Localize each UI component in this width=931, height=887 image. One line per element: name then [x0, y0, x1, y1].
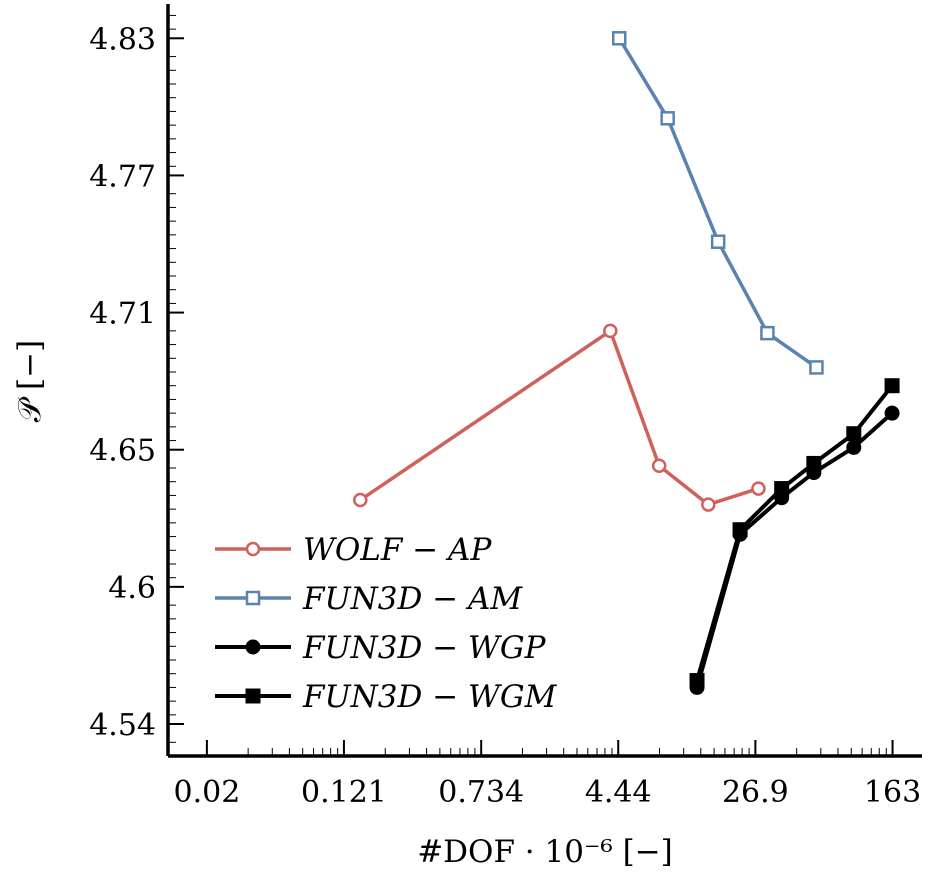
data-point	[611, 31, 627, 46]
data-point	[710, 234, 726, 249]
series-line	[695, 411, 894, 688]
series-line	[617, 37, 818, 369]
legend-label: FUN3D − WGM	[302, 679, 558, 715]
x-tick-label: 4.44	[585, 775, 652, 810]
data-point	[751, 481, 766, 496]
data-point	[884, 405, 900, 421]
data-point	[660, 111, 675, 126]
series-0	[353, 323, 766, 512]
x-tick-label: 0.734	[438, 775, 524, 810]
y-tick-label: 4.54	[89, 708, 156, 743]
x-tick-label: 163	[864, 775, 921, 810]
y-axis-title: 𝒫 [−]	[12, 340, 48, 422]
series-3	[689, 378, 900, 689]
data-point	[760, 325, 775, 341]
series-1	[611, 31, 824, 375]
legend-entry: FUN3D − WGM	[215, 679, 558, 715]
legend-swatch-marker	[245, 688, 261, 704]
legend-label: FUN3D − WGP	[302, 630, 547, 666]
series-line	[359, 329, 759, 507]
legend-label: WOLF − AP	[303, 532, 492, 568]
legend-swatch-marker	[245, 590, 261, 606]
data-point	[809, 360, 824, 375]
y-tick-label: 4.83	[89, 22, 156, 57]
series-line	[695, 384, 894, 682]
legend-swatch-marker	[245, 639, 261, 655]
data-point	[689, 673, 705, 689]
x-axis-title: #DOF · 10⁻⁶ [−]	[417, 834, 673, 870]
x-ticks: 0.02 0.121 0.734 4.44 26.9 163	[173, 740, 921, 810]
y-tick-label: 4.71	[89, 297, 156, 332]
data-point	[732, 522, 748, 538]
data-point	[774, 481, 790, 497]
y-tick-label: 4.65	[89, 434, 156, 469]
y-ticks: 4.83 4.77 4.71 4.65 4.6 4.54	[89, 14, 184, 757]
x-tick-label: 0.121	[301, 775, 387, 810]
legend-entry: FUN3D − WGP	[215, 630, 547, 666]
y-tick-label: 4.6	[108, 571, 156, 606]
x-tick-label: 0.02	[173, 775, 240, 810]
legend-label: FUN3D − AM	[302, 581, 523, 617]
data-point	[651, 458, 667, 473]
series-2	[689, 405, 900, 695]
data-point	[884, 378, 900, 394]
y-tick-label: 4.77	[89, 159, 156, 194]
series	[353, 31, 900, 695]
data-point	[603, 323, 618, 339]
legend-entry: FUN3D − AM	[215, 581, 523, 617]
data-point	[353, 492, 368, 508]
data-point	[806, 455, 822, 471]
legend-entry: WOLF − AP	[215, 532, 492, 568]
legend: WOLF − AP FUN3D − AM FUN3D − WGP FUN3D − WG…	[215, 532, 558, 715]
legend-swatch-marker	[245, 541, 261, 557]
x-tick-label: 26.9	[722, 775, 789, 810]
data-point	[701, 497, 716, 512]
data-point	[846, 439, 862, 455]
data-point	[846, 426, 862, 442]
